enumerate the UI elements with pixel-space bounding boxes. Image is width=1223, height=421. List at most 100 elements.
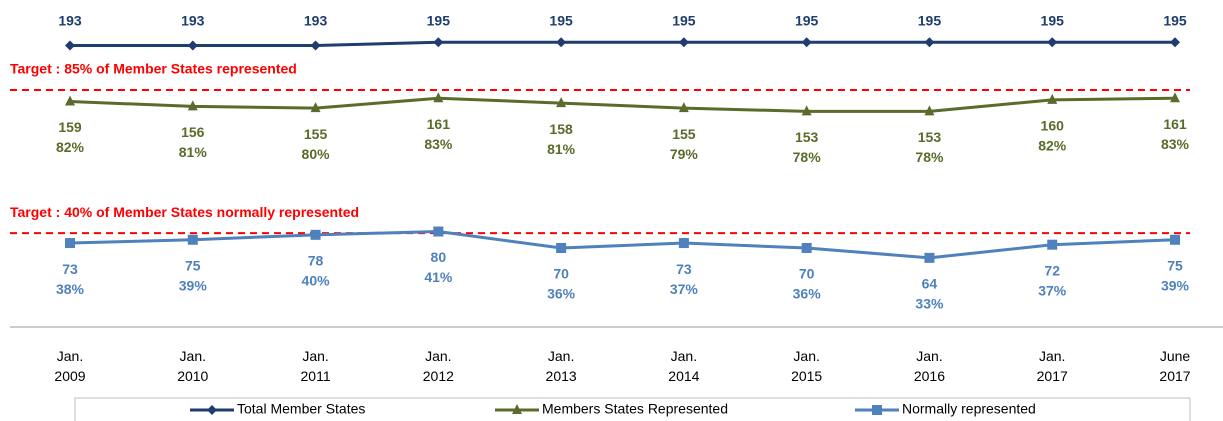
legend-box (74, 397, 1191, 421)
marker (1047, 37, 1058, 48)
percent-label: 41% (424, 269, 453, 285)
x-tick-label-line: 2016 (914, 368, 945, 384)
marker (556, 242, 567, 253)
x-tick-label: Jan. 2013 (546, 348, 577, 384)
marker (1170, 234, 1180, 245)
data-label: 195 (1163, 13, 1187, 29)
x-tick-label-line: Jan. (548, 348, 574, 364)
data-label: 80 (431, 249, 447, 265)
data-label: 158 (549, 121, 573, 137)
data-label: 155 (672, 126, 696, 142)
x-tick-label: Jan. 2015 (791, 348, 822, 384)
data-label: 160 (1041, 118, 1065, 134)
percent-label: 79% (670, 146, 699, 162)
legend-label: Members States Represented (542, 401, 728, 417)
legend-label: Normally represented (902, 401, 1036, 417)
data-label: 195 (549, 13, 573, 29)
marker (65, 95, 75, 106)
percent-label: 83% (1161, 136, 1190, 152)
data-label: 73 (676, 261, 692, 277)
x-tick-label-line: 2015 (791, 368, 822, 384)
data-label: 153 (795, 129, 819, 145)
marker (310, 40, 321, 51)
marker (924, 105, 935, 116)
marker (310, 102, 321, 113)
x-tick-label-line: 2017 (1037, 368, 1068, 384)
x-tick-label-line: 2014 (668, 368, 699, 384)
data-label: 75 (1167, 257, 1183, 273)
percent-label: 40% (302, 273, 331, 289)
x-tick-label-line: Jan. (671, 348, 697, 364)
data-label: 161 (1163, 116, 1187, 132)
x-tick-label: Jan. 2009 (54, 348, 85, 384)
x-tick-label: June 2017 (1159, 348, 1190, 384)
legend-label: Total Member States (237, 401, 365, 417)
marker (187, 40, 198, 51)
percent-label: 37% (670, 281, 699, 297)
data-label: 159 (58, 119, 82, 135)
marker (801, 105, 812, 116)
marker (433, 37, 444, 48)
data-label: 70 (553, 266, 569, 282)
data-label: 193 (304, 13, 328, 29)
percent-label: 80% (302, 146, 331, 162)
target-label: Target : 40% of Member States normally r… (10, 204, 359, 220)
x-tick-label-line: 2010 (177, 368, 208, 384)
percent-label: 78% (793, 149, 822, 165)
marker (65, 238, 75, 249)
x-tick-label-line: Jan. (425, 348, 451, 364)
data-label: 195 (1041, 13, 1065, 29)
series-line (70, 40, 1175, 48)
marker (433, 92, 444, 103)
x-tick-label: Jan. 2014 (668, 348, 699, 384)
marker (801, 242, 812, 253)
data-label: 193 (181, 13, 205, 29)
marker (678, 102, 689, 113)
percent-label: 36% (547, 286, 576, 302)
marker (310, 229, 321, 240)
x-tick-label-line: 2012 (423, 368, 454, 384)
marker (1047, 239, 1058, 250)
percent-label: 39% (179, 277, 208, 293)
x-tick-label: Jan. 2010 (177, 348, 208, 384)
x-tick-label: Jan. 2011 (301, 348, 331, 384)
percent-label: 78% (915, 149, 944, 165)
x-tick-label-line: Jan. (916, 348, 942, 364)
marker (1170, 37, 1180, 48)
data-label: 161 (427, 116, 451, 132)
x-tick-label-line: 2009 (54, 368, 85, 384)
marker (433, 226, 444, 237)
marker (1047, 93, 1058, 104)
data-label: 195 (672, 13, 696, 29)
x-tick-label-line: 2017 (1159, 368, 1190, 384)
x-tick-label-line: June (1160, 348, 1191, 364)
data-label: 73 (62, 261, 78, 277)
data-label: 193 (58, 13, 82, 29)
data-label: 195 (795, 13, 819, 29)
marker (65, 40, 75, 51)
marker (187, 234, 198, 245)
x-tick-label: Jan. 2016 (914, 348, 945, 384)
marker (872, 405, 882, 415)
x-tick-label: Jan. 2017 (1037, 348, 1068, 384)
percent-label: 39% (1161, 277, 1190, 293)
percent-label: 33% (915, 296, 944, 312)
data-label: 195 (427, 13, 451, 29)
percent-label: 37% (1038, 282, 1067, 298)
series-line (69, 230, 1176, 260)
data-label: 70 (799, 266, 815, 282)
marker (1170, 92, 1180, 103)
data-label: 153 (918, 129, 942, 145)
marker (678, 37, 689, 48)
percent-label: 36% (793, 286, 822, 302)
data-label: 155 (304, 126, 328, 142)
marker (207, 405, 217, 415)
data-label: 78 (308, 253, 324, 269)
percent-label: 82% (56, 139, 85, 155)
marker (512, 404, 522, 414)
percent-label: 81% (547, 141, 576, 157)
data-label: 64 (922, 276, 938, 292)
data-label: 156 (181, 124, 205, 140)
data-label: 72 (1044, 262, 1060, 278)
